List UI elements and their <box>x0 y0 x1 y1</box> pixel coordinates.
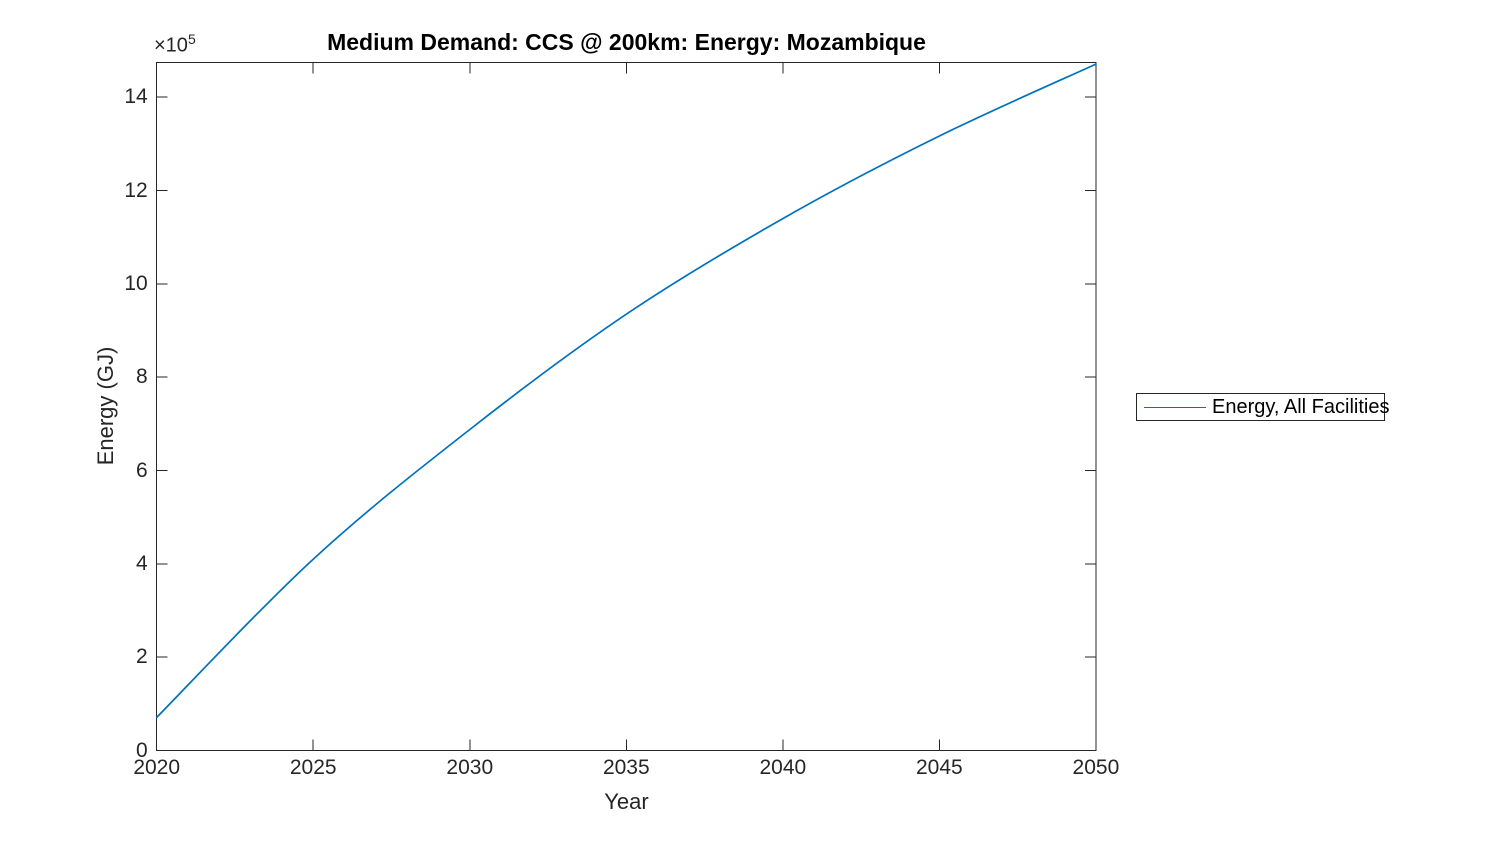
y-axis-multiplier-exponent: 5 <box>187 31 196 47</box>
energy-line <box>155 63 1097 719</box>
x-tick-label: 2030 <box>446 756 494 779</box>
legend-line-sample <box>1144 406 1206 408</box>
x-axis-label: Year <box>604 789 649 814</box>
y-axis-multiplier: ×105 <box>154 31 196 58</box>
series-lines <box>155 63 1097 719</box>
x-tick-label: 2035 <box>602 756 650 779</box>
legend-box: Energy, All Facilities <box>1136 393 1389 421</box>
x-tick-label: 2020 <box>133 756 181 779</box>
chart-title: Medium Demand: CCS @ 200km: Energy: Moza… <box>327 29 926 55</box>
y-tick-label: 8 <box>136 365 148 389</box>
y-tick-label: 12 <box>124 178 148 202</box>
y-tick-label: 4 <box>136 551 148 575</box>
y-tick-label: 14 <box>124 85 148 109</box>
axis-ticks <box>156 62 1097 751</box>
y-axis-multiplier-base: ×10 <box>154 34 188 57</box>
x-tick-label: 2045 <box>916 756 963 779</box>
x-tick-label: 2025 <box>289 756 337 779</box>
y-axis-label: Energy (GJ) <box>93 346 118 466</box>
legend-item-label: Energy, All Facilities <box>1212 395 1390 418</box>
y-tick-label: 2 <box>136 645 148 669</box>
y-tick-label: 6 <box>136 458 148 482</box>
y-tick-label: 10 <box>124 271 148 295</box>
y-tick-label: 0 <box>136 738 148 762</box>
x-tick-label: 2040 <box>759 756 807 779</box>
x-tick-label: 2050 <box>1072 756 1120 779</box>
plot-border <box>156 62 1097 751</box>
